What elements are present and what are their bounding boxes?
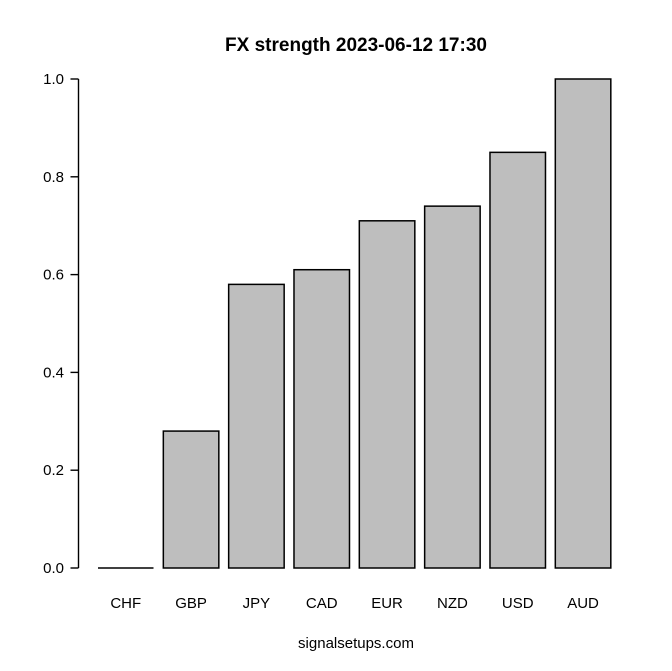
y-tick-label: 0.2 (43, 462, 64, 479)
chart-title: FX strength 2023-06-12 17:30 (225, 35, 487, 56)
watermark-caption: signalsetups.com (298, 635, 414, 652)
y-tick-label: 1.0 (43, 71, 64, 88)
y-tick-label: 0.0 (43, 560, 64, 577)
x-category-label: USD (502, 595, 534, 612)
plot-area: 0.0 0.2 0.4 0.6 0.8 1.0 CHF GBP JPY CAD EUR NZD USD A… (43, 71, 612, 612)
y-tick-label: 0.6 (43, 267, 64, 284)
bar-cad (293, 268, 351, 569)
y-tick-label: 0.4 (43, 364, 64, 381)
x-category-label: CHF (110, 595, 141, 612)
bar-aud (554, 78, 612, 569)
x-category-label: NZD (437, 595, 468, 612)
bar-nzd (423, 205, 481, 569)
bar-gbp (162, 430, 220, 569)
x-category-label: EUR (371, 595, 403, 612)
bar-jpy (227, 283, 285, 569)
x-category-label: GBP (175, 595, 207, 612)
y-tick-label: 0.8 (43, 169, 64, 186)
bar-usd (489, 151, 547, 569)
x-category-label: AUD (567, 595, 599, 612)
x-category-label: CAD (306, 595, 338, 612)
x-category-label: JPY (243, 595, 271, 612)
bar-eur (358, 220, 416, 569)
